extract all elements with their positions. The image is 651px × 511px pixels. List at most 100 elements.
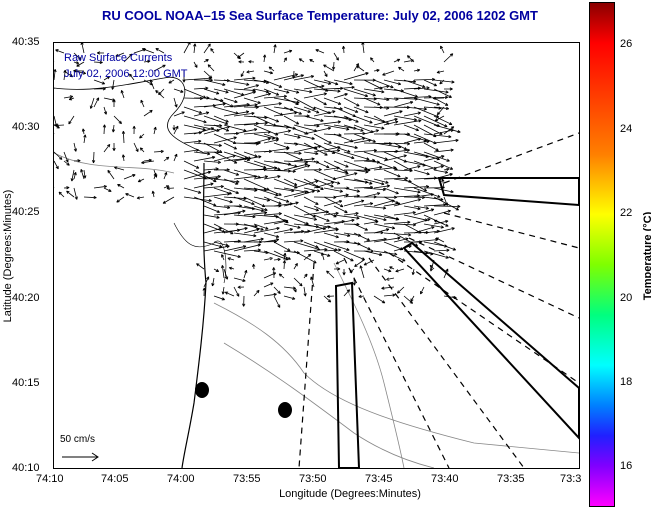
current-vector bbox=[183, 187, 202, 194]
current-vector bbox=[313, 169, 337, 181]
current-vector bbox=[436, 70, 445, 74]
x-axis-label: Longitude (Degrees:Minutes) bbox=[279, 488, 421, 500]
current-vector bbox=[203, 70, 213, 79]
current-vector bbox=[112, 99, 116, 108]
current-vector bbox=[393, 100, 414, 108]
current-vector bbox=[323, 70, 328, 77]
current-vector bbox=[223, 142, 238, 150]
current-vector bbox=[213, 106, 239, 115]
current-vector bbox=[93, 97, 100, 108]
current-vector bbox=[433, 115, 453, 125]
current-vector bbox=[433, 88, 452, 98]
current-vector bbox=[243, 269, 248, 279]
current-vector bbox=[423, 95, 449, 99]
current-vector bbox=[273, 196, 290, 203]
current-vector bbox=[423, 88, 449, 94]
current-vector bbox=[303, 92, 327, 99]
current-vector bbox=[382, 70, 395, 76]
current-vector bbox=[363, 165, 383, 171]
current-vector bbox=[223, 245, 247, 252]
current-vector bbox=[273, 151, 302, 155]
current-vector bbox=[313, 160, 330, 169]
current-vector bbox=[283, 115, 300, 125]
current-vector bbox=[439, 79, 445, 85]
current-vector bbox=[443, 87, 453, 91]
current-vector bbox=[63, 69, 67, 81]
current-vector bbox=[383, 220, 411, 225]
current-vector bbox=[411, 268, 415, 276]
current-vector bbox=[353, 241, 371, 251]
current-vector bbox=[323, 295, 332, 303]
current-vector bbox=[243, 248, 261, 252]
current-vector bbox=[58, 191, 65, 198]
current-vector bbox=[83, 169, 87, 179]
current-vector bbox=[139, 147, 145, 153]
current-vector bbox=[153, 126, 157, 135]
current-vector bbox=[213, 205, 231, 210]
current-vector bbox=[233, 243, 261, 252]
current-vector bbox=[313, 120, 341, 126]
current-vector bbox=[243, 237, 264, 243]
current-vector bbox=[207, 64, 215, 72]
current-vector bbox=[168, 79, 175, 84]
current-vector bbox=[303, 187, 321, 193]
current-vector bbox=[383, 110, 403, 117]
current-vector bbox=[73, 142, 77, 152]
inland-shore bbox=[54, 76, 205, 154]
current-vector bbox=[333, 52, 339, 61]
current-vector bbox=[253, 205, 268, 212]
current-vector bbox=[293, 277, 303, 287]
current-vector bbox=[203, 142, 223, 153]
current-vector bbox=[293, 262, 298, 270]
map-plot-area bbox=[53, 42, 580, 469]
current-vector bbox=[303, 210, 329, 216]
current-vector bbox=[343, 124, 364, 132]
current-vector bbox=[93, 60, 103, 65]
current-vector bbox=[263, 212, 282, 216]
current-vector bbox=[233, 277, 246, 282]
current-vector bbox=[303, 115, 324, 122]
station-marker bbox=[278, 402, 292, 418]
current-vector bbox=[353, 202, 374, 207]
current-vector bbox=[303, 106, 320, 114]
current-vector bbox=[242, 295, 246, 307]
current-vector bbox=[293, 97, 316, 110]
current-vector bbox=[63, 151, 69, 163]
x-tick: 73:40 bbox=[431, 473, 459, 485]
current-vector bbox=[323, 211, 339, 216]
current-vector bbox=[283, 201, 299, 207]
current-vector bbox=[383, 142, 411, 146]
current-vector bbox=[433, 219, 449, 225]
current-vector bbox=[393, 168, 413, 173]
current-vector bbox=[68, 115, 75, 125]
current-vector bbox=[341, 45, 346, 54]
current-vector bbox=[283, 74, 304, 81]
x-tick: 74:10 bbox=[36, 473, 64, 485]
current-vector bbox=[363, 259, 375, 266]
current-vector bbox=[283, 252, 287, 261]
current-vector bbox=[363, 124, 385, 130]
current-vector bbox=[80, 169, 85, 180]
current-vector bbox=[413, 77, 436, 82]
current-vector bbox=[91, 151, 96, 164]
current-vector bbox=[203, 102, 226, 108]
current-vector bbox=[383, 232, 412, 237]
current-vector bbox=[273, 111, 298, 117]
current-vector bbox=[383, 268, 392, 273]
current-vector bbox=[433, 241, 457, 251]
current-vector bbox=[443, 53, 454, 63]
current-vector bbox=[213, 250, 241, 259]
current-vector bbox=[223, 178, 239, 185]
current-vector bbox=[352, 277, 356, 286]
current-vector bbox=[283, 124, 309, 135]
current-vector bbox=[183, 170, 212, 180]
current-vector bbox=[403, 214, 428, 222]
current-vector bbox=[349, 268, 355, 273]
current-vector bbox=[253, 102, 282, 108]
current-vector bbox=[273, 88, 290, 94]
current-vector bbox=[243, 160, 267, 169]
current-vector bbox=[203, 205, 221, 213]
current-vector bbox=[224, 291, 235, 297]
current-vector bbox=[183, 88, 207, 99]
current-vector bbox=[213, 136, 237, 144]
